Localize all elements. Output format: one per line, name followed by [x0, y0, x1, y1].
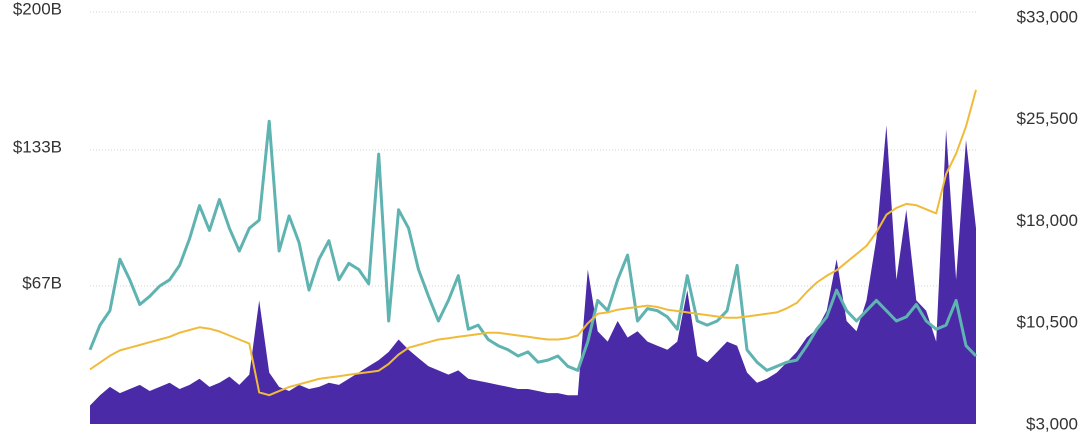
y-tick-label: $200B [13, 0, 62, 18]
y2-tick-label: $3,000 [1026, 414, 1078, 433]
line [88, 119, 978, 372]
y2-tick-label: $10,500 [1017, 313, 1078, 332]
y2-tick-label: $33,000 [1017, 7, 1078, 26]
line [89, 89, 977, 397]
area [90, 125, 976, 425]
y2-tick-label: $18,000 [1017, 211, 1078, 230]
y2-tick-label: $25,500 [1017, 109, 1078, 128]
y-tick-label: $67B [22, 273, 62, 292]
y-tick-label: $133B [13, 138, 62, 157]
